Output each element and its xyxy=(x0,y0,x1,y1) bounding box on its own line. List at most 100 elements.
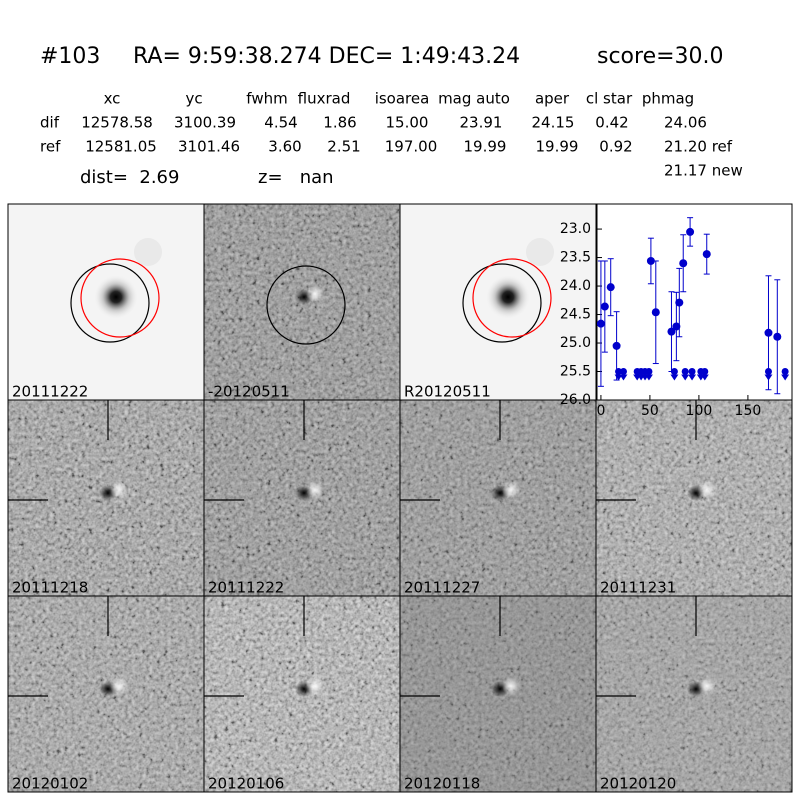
panel-label: 20111222 xyxy=(208,579,284,597)
plot-data xyxy=(597,217,790,395)
table-cell: 1.86 xyxy=(323,114,356,132)
redshift: z= nan xyxy=(258,167,334,188)
table-cell: 3.60 xyxy=(268,138,301,156)
galaxy-halo xyxy=(134,238,162,266)
source xyxy=(486,275,530,319)
panel-frame xyxy=(595,595,793,793)
y-tick-label: 26.0 xyxy=(560,392,591,408)
image-panel xyxy=(399,595,597,793)
limit-point xyxy=(764,368,772,376)
point xyxy=(672,322,681,331)
image-panel xyxy=(7,203,205,401)
panel-label: 20120118 xyxy=(404,775,480,793)
table-cell: 24.15 xyxy=(532,114,575,132)
panel-label: 20111222 xyxy=(12,383,88,401)
image-panel xyxy=(7,399,205,597)
limit-point xyxy=(645,368,653,376)
image-panel xyxy=(203,203,401,401)
limit-point xyxy=(781,368,789,376)
galaxy-halo xyxy=(526,238,554,266)
y-tick-label: 25.5 xyxy=(560,364,591,380)
row-label: ref xyxy=(40,138,61,156)
column-header: fluxrad xyxy=(298,90,351,108)
column-header: xc xyxy=(104,90,121,108)
x-tick-label: 0 xyxy=(596,403,605,419)
point xyxy=(702,250,711,259)
panel-label: -20120511 xyxy=(208,383,290,401)
table-cell: 12578.58 xyxy=(81,114,153,132)
limit-arrow xyxy=(688,374,697,381)
point xyxy=(612,341,621,350)
table-cell: 0.42 xyxy=(595,114,628,132)
panel-label: 20120102 xyxy=(12,775,88,793)
limit-arrow xyxy=(681,374,690,381)
limit-arrow xyxy=(670,374,679,381)
table-cell: 2.51 xyxy=(327,138,360,156)
point xyxy=(764,328,773,337)
limit-arrow xyxy=(764,374,773,381)
table-cell: 24.06 xyxy=(664,114,707,132)
table-cell: 3100.39 xyxy=(174,114,236,132)
image-panel xyxy=(203,595,401,793)
y-tick-label: 25.0 xyxy=(560,335,591,351)
aperture-red xyxy=(80,258,160,338)
dipole-light xyxy=(698,481,716,499)
panel-label: 20111231 xyxy=(600,579,676,597)
image-grid xyxy=(7,203,793,793)
table-cell: 15.00 xyxy=(386,114,429,132)
column-header: aper xyxy=(535,90,570,108)
aperture-black xyxy=(462,263,542,343)
point xyxy=(606,283,615,292)
image-panel xyxy=(7,595,205,793)
point xyxy=(600,302,609,311)
aperture-black xyxy=(266,265,346,345)
point xyxy=(686,227,695,236)
limit-arrow xyxy=(700,374,709,381)
column-header: yc xyxy=(185,90,202,108)
dipole-light xyxy=(502,677,520,695)
limit-point xyxy=(681,368,689,376)
dipole-light xyxy=(306,677,324,695)
table-cell: 197.00 xyxy=(385,138,438,156)
table-note: 21.17 new xyxy=(664,162,743,180)
column-header: cl star xyxy=(586,90,633,108)
table-cell: 21.20 ref xyxy=(664,138,733,156)
point xyxy=(667,327,676,336)
y-tick-label: 24.0 xyxy=(560,278,591,294)
image-panel xyxy=(203,399,401,597)
dipole-light xyxy=(698,677,716,695)
panel-label: 20111227 xyxy=(404,579,480,597)
image-panel xyxy=(595,595,793,793)
table-cell: 19.99 xyxy=(536,138,579,156)
panel-label: 20111218 xyxy=(12,579,88,597)
x-tick-label: 150 xyxy=(735,403,762,419)
column-header: mag auto xyxy=(438,90,510,108)
limit-point xyxy=(619,368,627,376)
limit-arrow xyxy=(619,374,628,381)
plot-area xyxy=(596,203,793,401)
dipole-light xyxy=(306,481,324,499)
y-tick-label: 24.5 xyxy=(560,307,591,323)
point xyxy=(675,298,684,307)
aperture-black xyxy=(70,263,150,343)
table-cell: 23.91 xyxy=(460,114,503,132)
point xyxy=(679,259,688,268)
dipole-light xyxy=(502,481,520,499)
limit-arrow xyxy=(781,374,790,381)
table-cell: 19.99 xyxy=(464,138,507,156)
distance: dist= 2.69 xyxy=(80,167,179,188)
limit-arrow xyxy=(644,374,653,381)
point xyxy=(646,256,655,265)
panel-label: 20120120 xyxy=(600,775,676,793)
point xyxy=(651,308,660,317)
limit-point xyxy=(688,368,696,376)
limit-point xyxy=(701,368,709,376)
coordinates: RA= 9:59:38.274 DEC= 1:49:43.24 xyxy=(133,44,520,69)
panel-label: R20120511 xyxy=(404,383,491,401)
table-cell: 3101.46 xyxy=(178,138,240,156)
point xyxy=(773,332,782,341)
point xyxy=(597,319,605,328)
table-cell: 0.92 xyxy=(599,138,632,156)
dipole-light xyxy=(110,677,128,695)
